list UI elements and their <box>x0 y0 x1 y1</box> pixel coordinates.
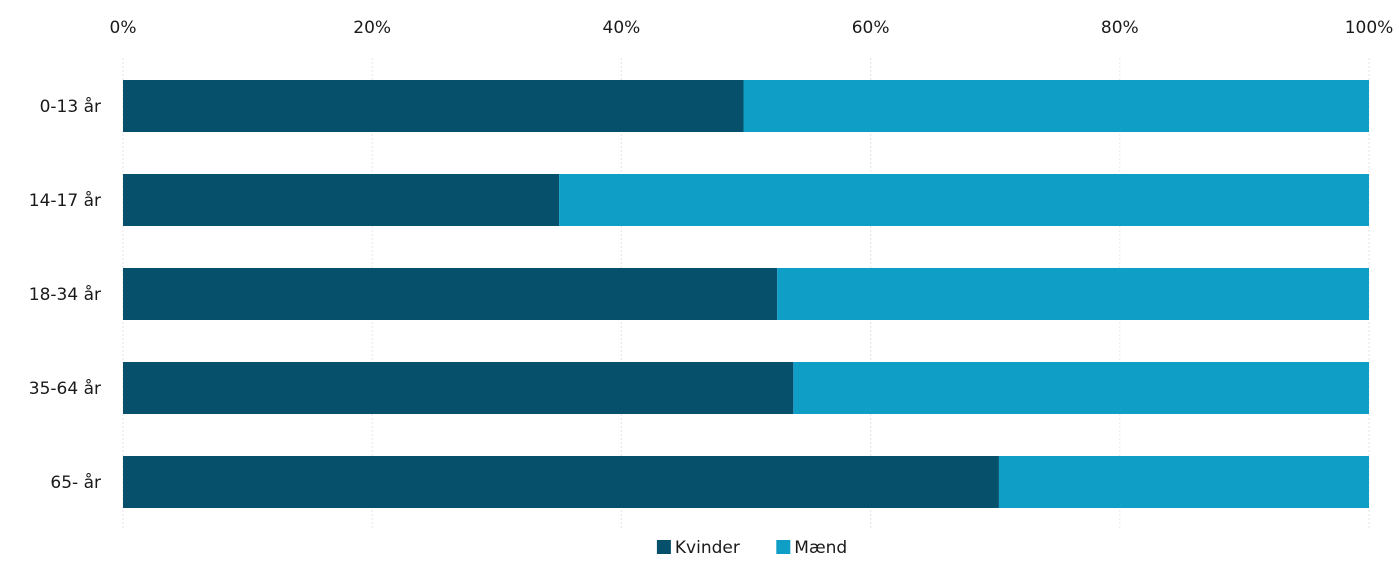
bar-segment <box>559 174 1369 226</box>
bar-segment <box>123 174 560 226</box>
legend-swatch <box>776 540 791 554</box>
x-tick-label: 80% <box>1101 18 1139 38</box>
legend-swatch <box>656 540 671 554</box>
bar-segment <box>123 80 744 132</box>
bar-segment <box>998 456 1369 508</box>
bars <box>123 80 1369 508</box>
bar-segment <box>123 362 794 414</box>
bar-segment <box>123 268 778 320</box>
bar-segment <box>777 268 1369 320</box>
bar-segment <box>743 80 1369 132</box>
legend-label: Mænd <box>794 538 847 558</box>
category-label: 18-34 år <box>29 284 101 305</box>
legend: Kvinder Mænd <box>656 538 847 558</box>
legend-label: Kvinder <box>675 538 740 558</box>
x-tick-label: 40% <box>603 18 641 38</box>
x-tick-label: 0% <box>110 18 137 38</box>
x-tick-label: 100% <box>1345 18 1394 38</box>
category-label: 0-13 år <box>40 96 101 117</box>
category-label: 65- år <box>50 472 101 493</box>
x-axis-ticks: 0% 20% 40% 60% 80% 100% <box>110 18 1394 38</box>
x-tick-label: 60% <box>852 18 890 38</box>
bar-segment <box>793 362 1369 414</box>
bar-segment <box>123 456 999 508</box>
x-tick-label: 20% <box>353 18 391 38</box>
category-label: 14-17 år <box>29 190 101 211</box>
category-label: 35-64 år <box>29 378 101 399</box>
category-labels: 0-13 år 14-17 år 18-34 år 35-64 år 65- år <box>29 96 101 493</box>
